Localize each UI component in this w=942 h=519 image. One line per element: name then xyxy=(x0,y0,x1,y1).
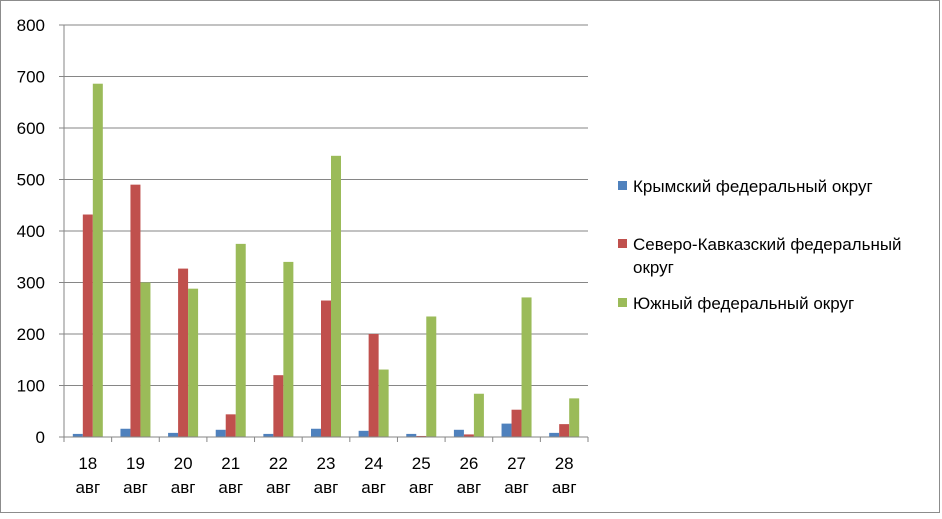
y-tick-label: 500 xyxy=(17,171,45,190)
legend-swatch-north-caucasus xyxy=(618,239,627,248)
bar-north-caucasus xyxy=(559,424,570,437)
bar-crimea xyxy=(168,432,179,437)
bar-crimea xyxy=(215,429,226,437)
bar-north-caucasus xyxy=(225,414,236,437)
bar-north-caucasus xyxy=(178,268,189,437)
x-tick-label: 25 xyxy=(412,454,431,473)
x-tick-label: 24 xyxy=(364,454,383,473)
y-tick-label: 0 xyxy=(36,428,45,447)
y-tick-label: 600 xyxy=(17,119,45,138)
bar-south xyxy=(378,369,389,437)
bar-north-caucasus xyxy=(368,334,379,437)
x-tick-label: 28 xyxy=(555,454,574,473)
x-tick-sublabel: авг xyxy=(504,478,529,497)
x-tick-label: 26 xyxy=(459,454,478,473)
y-tick-label: 400 xyxy=(17,222,45,241)
x-tick-label: 20 xyxy=(174,454,193,473)
y-tick-label: 100 xyxy=(17,377,45,396)
bar-south xyxy=(473,393,484,437)
bar-south xyxy=(426,316,437,437)
bar-south xyxy=(92,83,103,438)
x-tick-label: 27 xyxy=(507,454,526,473)
x-tick-sublabel: авг xyxy=(123,478,148,497)
x-tick-sublabel: авг xyxy=(314,478,339,497)
bar-crimea xyxy=(501,423,512,437)
bar-south xyxy=(140,282,151,437)
x-tick-sublabel: авг xyxy=(171,478,196,497)
x-tick-sublabel: авг xyxy=(218,478,243,497)
legend-label-south: Южный федеральный округ xyxy=(633,294,855,313)
bar-north-caucasus xyxy=(82,214,93,437)
x-tick-label: 19 xyxy=(126,454,145,473)
bar-south xyxy=(331,155,341,437)
legend-item-crimea: Крымский федеральный округ xyxy=(618,175,928,198)
legend-swatch-crimea xyxy=(618,181,627,190)
bar-crimea xyxy=(120,428,131,437)
bar-north-caucasus xyxy=(321,300,331,437)
legend-item-north-caucasus: Северо-Кавказский федеральный округ xyxy=(618,233,928,279)
x-tick-label: 22 xyxy=(269,454,288,473)
axes xyxy=(59,24,589,442)
y-tick-label: 200 xyxy=(17,325,45,344)
x-tick-label: 21 xyxy=(221,454,240,473)
bar-north-caucasus xyxy=(130,184,141,437)
bar-south xyxy=(283,261,294,437)
bar-north-caucasus xyxy=(511,409,522,437)
x-tick-sublabel: авг xyxy=(552,478,577,497)
bar-south xyxy=(569,398,580,437)
gridlines xyxy=(64,24,588,386)
bar-crimea xyxy=(263,433,274,437)
x-tick-sublabel: авг xyxy=(409,478,434,497)
bar-crimea xyxy=(72,433,83,437)
y-tick-label: 300 xyxy=(17,274,45,293)
bar-north-caucasus xyxy=(463,434,474,437)
legend-item-south: Южный федеральный округ xyxy=(618,292,928,315)
bar-crimea xyxy=(453,429,464,437)
bar-south xyxy=(521,297,532,437)
x-tick-sublabel: авг xyxy=(266,478,291,497)
bar-north-caucasus xyxy=(416,435,427,437)
bar-crimea xyxy=(406,433,417,437)
bar-north-caucasus xyxy=(273,375,284,437)
y-tick-label: 700 xyxy=(17,68,45,87)
y-tick-label: 800 xyxy=(17,16,45,35)
y-tick-labels: 0 100 200 300 400 500 600 700 800 xyxy=(17,16,45,447)
bar-crimea xyxy=(311,428,321,437)
x-tick-sublabel: авг xyxy=(457,478,482,497)
bar-south xyxy=(235,243,246,437)
bar-crimea xyxy=(358,430,369,437)
x-tick-label: 23 xyxy=(317,454,336,473)
x-tick-sublabel: авг xyxy=(361,478,386,497)
legend-swatch-south xyxy=(618,298,627,307)
legend-label-crimea: Крымский федеральный округ xyxy=(633,177,873,196)
x-tick-label: 18 xyxy=(78,454,97,473)
bar-south xyxy=(188,288,199,437)
legend-label-north-caucasus: Северо-Кавказский федеральный округ xyxy=(633,235,902,277)
bars xyxy=(72,83,580,438)
x-tick-labels: 18 авг 19 авг 20 авг 21 авг 22 авг 23 авг 24 авг 25 авг… xyxy=(75,454,576,497)
bar-crimea xyxy=(549,432,560,437)
x-tick-sublabel: авг xyxy=(75,478,100,497)
